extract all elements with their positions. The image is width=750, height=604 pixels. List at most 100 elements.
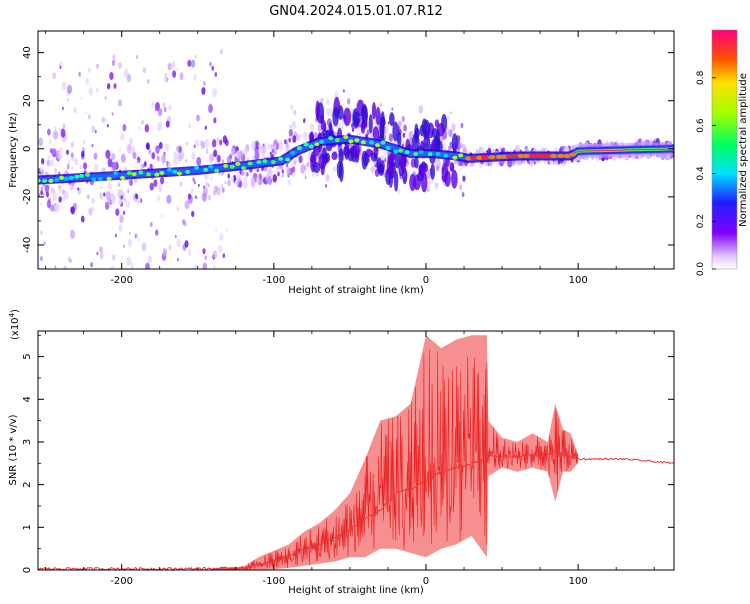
- heatmap-speckle: [174, 234, 177, 239]
- heatmap-speckle: [277, 171, 280, 177]
- heatmap-speckle: [370, 165, 376, 174]
- heatmap-speckle: [91, 125, 95, 133]
- heatmap-speckle: [80, 215, 85, 223]
- snr-y-label: SNR (10 * v/v): [8, 414, 19, 485]
- heatmap-speckle: [149, 163, 153, 170]
- ridge-hotspot: [97, 177, 103, 182]
- heatmap-speckle: [256, 176, 260, 183]
- heatmap-speckle: [55, 202, 61, 213]
- snr-y-axis: 0 1 2 3 4 5: [22, 334, 674, 573]
- snr-x-tick-label: -200: [110, 576, 133, 587]
- heatmap-speckle: [387, 121, 390, 125]
- snr-x-tick-label: -100: [262, 576, 285, 587]
- heatmap-speckle: [277, 166, 280, 170]
- heatmap-speckle: [213, 149, 218, 158]
- heatmap-streak: [414, 127, 420, 139]
- heatmap-speckle: [515, 144, 520, 154]
- heatmap-speckle: [291, 166, 296, 173]
- heatmap-streak: [431, 128, 440, 139]
- heatmap-speckle: [109, 71, 114, 81]
- heatmap-speckle: [101, 116, 105, 124]
- heatmap-speckle: [205, 149, 208, 155]
- heatmap-speckle: [104, 117, 107, 123]
- heatmap-speckle: [110, 265, 115, 269]
- tail-band-core: [574, 148, 673, 154]
- ridge-hotspot: [106, 176, 112, 181]
- ridge-hotspot: [385, 145, 391, 150]
- heatmap-speckle: [382, 155, 385, 161]
- heatmap-speckle: [236, 181, 239, 186]
- ridge-hotspot: [59, 175, 65, 180]
- ridge-hotspot: [348, 139, 354, 144]
- heatmap-speckle: [191, 210, 195, 218]
- heatmap-speckle: [304, 175, 307, 180]
- heatmap-speckle: [202, 248, 206, 255]
- heatmap-speckle: [216, 137, 219, 142]
- heatmap-speckle: [93, 286, 95, 290]
- heatmap-streak: [368, 114, 373, 134]
- heatmap-speckle: [66, 164, 70, 170]
- snr-multiplier-prefix: (x10: [10, 317, 21, 340]
- heatmap-speckle: [162, 247, 168, 257]
- heatmap-speckle: [83, 139, 86, 145]
- ridge-hotspot: [208, 164, 214, 169]
- colorbar: 0.0 0.2 0.4 0.6 0.8 Normalized spectral ampl…: [696, 29, 749, 276]
- heatmap-speckle: [92, 279, 94, 283]
- heatmap-speckle: [234, 156, 237, 160]
- heatmap-speckle: [66, 149, 69, 155]
- spectrogram-x-label: Height of straight line (km): [288, 285, 424, 296]
- heatmap-speckle: [449, 111, 452, 115]
- heatmap-speckle: [85, 110, 87, 115]
- heatmap-speckle: [40, 202, 43, 206]
- heatmap-speckle: [172, 70, 177, 78]
- heatmap-speckle: [151, 101, 155, 108]
- heatmap-streak: [336, 160, 343, 179]
- heatmap-speckle: [49, 159, 55, 167]
- ridge-hotspot-red: [539, 154, 547, 159]
- heatmap-speckle: [290, 104, 294, 111]
- heatmap-speckle: [101, 278, 106, 287]
- heatmap-speckle: [288, 137, 292, 143]
- snr-x-tick-label: 0: [423, 576, 429, 587]
- heatmap-speckle: [343, 89, 345, 93]
- ridge-hotspot-red: [522, 154, 530, 159]
- heatmap-speckle: [211, 87, 217, 98]
- ridge-hotspot: [63, 176, 69, 181]
- heatmap-speckle: [173, 280, 178, 289]
- heatmap-speckle: [151, 152, 156, 160]
- heatmap-speckle: [156, 155, 160, 162]
- heatmap-streak: [352, 111, 361, 126]
- heatmap-speckle: [269, 151, 272, 155]
- heatmap-speckle: [90, 262, 93, 268]
- heatmap-speckle: [533, 161, 536, 165]
- spectrogram-y-tick-label: -20: [22, 189, 33, 205]
- heatmap-speckle: [42, 191, 45, 197]
- ridge-hotspot: [354, 138, 360, 143]
- heatmap-speckle: [46, 191, 49, 198]
- heatmap-speckle: [201, 86, 206, 95]
- heatmap-speckle: [146, 79, 150, 84]
- heatmap-speckle: [67, 159, 71, 165]
- ridge-hotspot-red: [505, 154, 513, 159]
- ridge-hotspot: [308, 144, 314, 149]
- heatmap-speckle: [40, 190, 44, 196]
- heatmap-streak: [337, 105, 344, 120]
- heatmap-speckle: [160, 213, 164, 219]
- heatmap-speckle: [222, 159, 224, 163]
- heatmap-speckle: [210, 176, 213, 181]
- heatmap-streak: [430, 163, 436, 180]
- heatmap-speckle: [196, 114, 200, 122]
- heatmap-speckle: [302, 131, 308, 141]
- heatmap-streak: [362, 119, 368, 129]
- heatmap-speckle: [193, 74, 197, 80]
- heatmap-speckle: [81, 150, 85, 158]
- heatmap-speckle: [44, 184, 50, 193]
- heatmap-speckle: [296, 134, 301, 142]
- heatmap-speckle: [326, 99, 330, 106]
- heatmap-speckle: [46, 199, 52, 208]
- heatmap-speckle: [97, 270, 100, 275]
- ridge-hotspot-red: [465, 156, 473, 161]
- ridge-hotspot: [241, 166, 247, 171]
- spectrogram-y-tick-label: 40: [22, 46, 33, 59]
